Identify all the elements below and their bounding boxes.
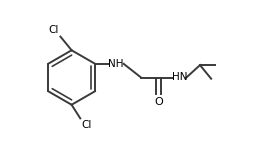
Text: O: O [154,97,163,107]
Text: NH: NH [107,59,123,69]
Text: HN: HN [172,73,188,82]
Text: Cl: Cl [48,25,59,35]
Text: Cl: Cl [81,120,92,130]
